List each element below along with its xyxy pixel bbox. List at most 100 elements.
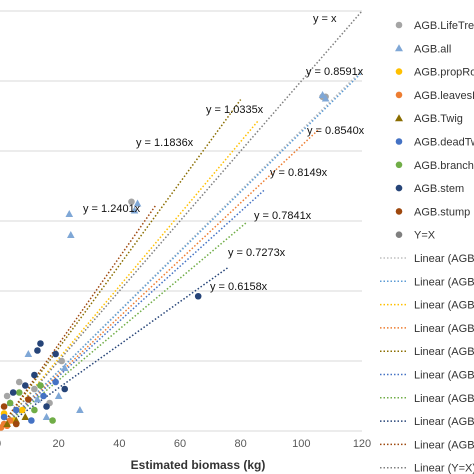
legend-marker [395,138,403,145]
data-point [31,406,38,414]
legend-item: AGB.branch [395,160,474,172]
x-tick-labels: 0 20 40 60 80 100 120 [0,438,371,450]
legend-item: AGB.Twig [395,113,463,125]
trendline [0,188,266,431]
data-point [76,406,84,413]
data-point [318,91,327,98]
data-point [24,350,33,357]
data-point [194,292,202,300]
data-point [42,413,51,420]
legend-item: AGB.leavesFruits [395,90,474,102]
legend-item: Linear (AGB.branch) [380,393,474,405]
legend-label: AGB.leavesFruits [414,90,474,102]
legend-item: AGB.propRoots [395,67,474,79]
data-point [3,420,11,427]
data-points [0,91,330,431]
legend-item: AGB.stump [395,206,470,218]
data-point [15,378,23,386]
x-tick-label: 120 [353,438,371,450]
legend-item: AGB.all [395,43,451,55]
equation-label: y = 1.0335x [206,104,264,116]
data-point [49,417,56,424]
equation-label: y = 1.2401x [83,203,141,215]
data-point [18,406,26,414]
legend-label: Linear (AGB.deadTwigs) [414,370,474,382]
legend-label: Linear (Y=X) [414,463,474,474]
equation-label: y = 0.8540x [307,125,365,137]
data-point [3,392,11,400]
equation-label: y = 0.6158x [210,281,268,293]
legend-label: AGB.all [414,43,451,55]
data-point [6,417,14,424]
equation-label: y = 0.7841x [254,210,312,222]
data-point [67,231,75,238]
legend-marker [395,208,403,215]
legend-label: Linear (AGB.Twig) [414,346,474,358]
trendline [0,99,242,430]
x-tick-label: 80 [235,438,247,450]
legend-marker [395,68,403,75]
trendline [0,204,157,430]
data-point [33,395,42,403]
data-point [128,198,135,206]
data-point [37,340,44,347]
data-point [133,199,142,207]
legend-label: Y=X [414,230,436,242]
equation-label: y = x [313,13,337,25]
legend-marker [395,161,403,169]
data-point [130,206,139,214]
data-point [28,417,35,424]
data-point [52,350,59,358]
legend-item: Linear (AGB.stump) [380,439,474,451]
equation-label: y = 0.7273x [228,247,286,259]
trendline [0,266,229,431]
data-point [60,364,69,371]
data-point [37,382,44,389]
legend-label: Linear (AGB.leavesFruits) [414,323,474,335]
data-point [31,385,38,393]
trendlines [0,10,363,431]
x-tick-label: 100 [292,438,310,450]
legend-label: Linear (AGB.LifeTrees) [414,253,474,265]
data-point [9,389,17,396]
data-point [15,389,23,396]
data-point [61,385,69,393]
legend-item: AGB.LifeTrees [395,20,474,32]
legend-label: Linear (AGB.stump) [414,439,474,451]
x-axis-title: Estimated biomass (kg) [131,458,266,472]
x-tick-label: 60 [174,438,186,450]
legend-marker [395,231,403,238]
legend-marker [395,21,403,29]
legend-label: AGB.branch [414,160,474,172]
legend-marker [395,184,403,192]
legend-item: Linear (AGB.Twig) [380,346,474,358]
legend-item: Linear (AGB.leavesFruits) [380,323,474,335]
legend-item: Linear (AGB.propRoots) [380,300,474,312]
trendline [0,71,363,431]
equation-label: y = 0.8591x [306,66,364,78]
legend-item: Linear (AGB.all) [380,276,474,288]
data-point [34,347,41,354]
data-point [0,403,8,410]
data-point [21,413,30,420]
legend-item: Linear (AGB.deadTwigs) [380,370,474,382]
legend-label: AGB.stump [414,206,470,218]
trendline [0,221,248,431]
legend-label: AGB.stem [414,183,464,195]
x-tick-label: 20 [53,438,65,450]
equation-labels: y = 0.8591x y = 0.8540x y = 1.0335x y = 0.8… [83,13,365,293]
data-point [0,413,8,421]
data-point [65,210,74,217]
x-tick-label: 40 [113,438,125,450]
data-point [31,371,38,379]
data-point [22,382,29,389]
legend-item: AGB.stem [395,183,464,195]
data-point [6,399,14,407]
legend-item: Linear (AGB.LifeTrees) [380,253,474,265]
legend-marker [395,44,403,52]
equation-label: y = 1.1836x [136,137,194,149]
x-tick-label: 0 [0,438,1,450]
trendline [0,10,363,430]
legend-item: Linear (Y=X) [380,463,474,474]
